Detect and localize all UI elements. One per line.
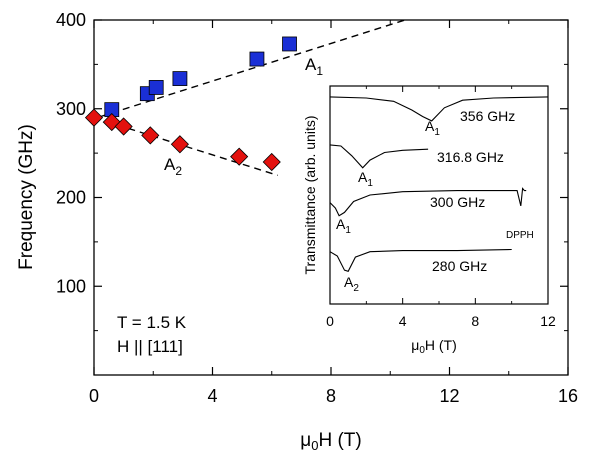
y-tick-label-0: 100: [56, 276, 86, 296]
inset-x-tick-label-3: 12: [540, 313, 556, 329]
x-tick-label-1: 4: [207, 386, 217, 406]
y-tick-label-2: 300: [56, 99, 86, 119]
label-280: 280 GHz: [432, 258, 487, 274]
trace-316-8: [329, 144, 429, 169]
inset-a1-300: A1: [336, 216, 351, 236]
y-tick-label-1: 200: [56, 188, 86, 208]
inset-axes: 0 4 8 12: [326, 86, 556, 329]
main-chart: 0 4 8 12 16 100 200 300 400 μ0H (T) Frequency (G…: [16, 10, 578, 453]
inset-traces: [329, 96, 549, 272]
inset-y-axis-title: Transmittance (arb. units): [302, 116, 318, 275]
main-axes: 0 4 8 12 16 100 200 300 400: [56, 10, 578, 406]
inset-x-tick-label-1: 4: [399, 313, 407, 329]
trace-300: [329, 187, 527, 217]
point-a1-5: [282, 36, 297, 52]
orientation-annotation: H || [111]: [117, 337, 183, 356]
inset-x-tick-label-0: 0: [326, 313, 334, 329]
point-a2-4: [170, 135, 189, 154]
point-a1-2: [148, 80, 164, 95]
point-a1-4: [249, 51, 265, 67]
temperature-annotation: T = 1.5 K: [117, 313, 187, 332]
point-a2-3: [141, 126, 160, 145]
x-tick-label-4: 16: [558, 386, 578, 406]
inset-chart: 0 4 8 12 μ0H (T) Transmittance (arb. units)…: [302, 85, 556, 356]
inset-a2-280: A2: [344, 274, 359, 294]
point-a1-3: [172, 71, 188, 86]
point-a2-2: [114, 117, 133, 136]
point-a2-5: [230, 147, 249, 166]
trace-356: [329, 96, 549, 122]
point-a2-6: [262, 152, 281, 172]
x-tick-label-3: 12: [439, 386, 459, 406]
point-a2-0: [84, 108, 104, 127]
trace-280: [329, 248, 512, 272]
y-tick-label-3: 400: [56, 10, 86, 30]
label-a1-main: A1: [305, 55, 323, 78]
label-300: 300 GHz: [430, 194, 485, 210]
inset-frame: [329, 85, 549, 305]
y-axis-title: Frequency (GHz): [16, 124, 37, 270]
inset-a1-316: A1: [358, 169, 373, 189]
x-tick-label-2: 8: [326, 386, 336, 406]
inset-x-tick-label-2: 8: [471, 313, 479, 329]
inset-x-axis-title: μ0H (T): [411, 337, 457, 356]
label-a2-main: A2: [164, 155, 182, 178]
dpph-label: DPPH: [506, 230, 534, 241]
x-axis-title: μ0H (T): [300, 430, 361, 453]
label-356: 356 GHz: [460, 108, 515, 124]
inset-a1-356: A1: [425, 118, 440, 138]
main-data-points: [84, 36, 297, 172]
x-tick-label-0: 0: [89, 386, 99, 406]
label-316: 316.8 GHz: [437, 149, 504, 165]
